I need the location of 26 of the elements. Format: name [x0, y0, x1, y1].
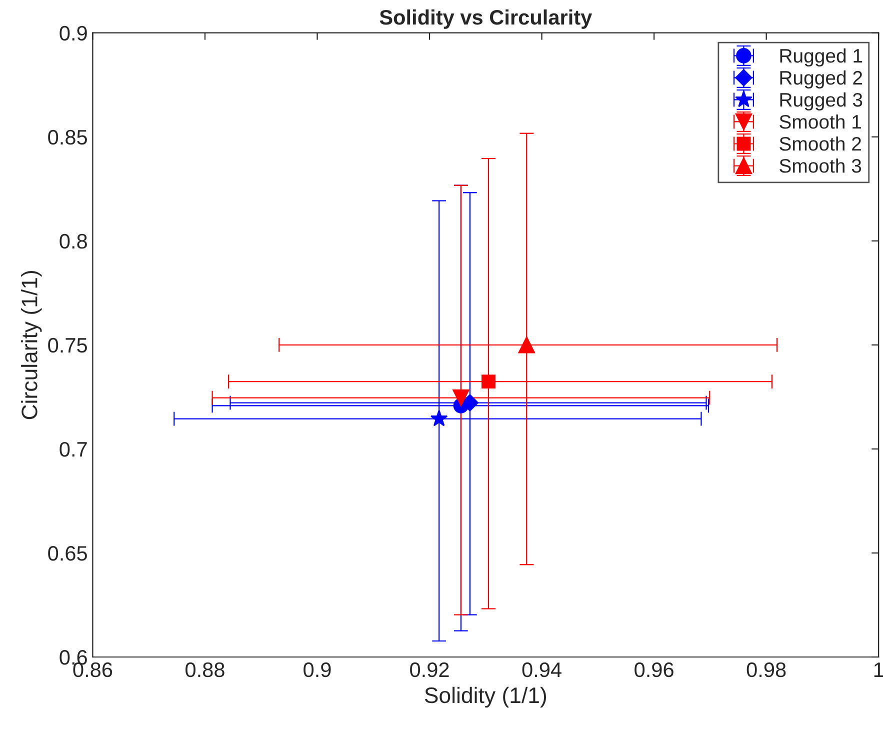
x-tick-label: 0.92	[410, 662, 449, 678]
y-tick-label: 0.75	[48, 338, 87, 353]
x-tick-label: 0.9	[304, 662, 331, 678]
legend-label: Smooth 3	[780, 158, 862, 173]
x-tick-label: 0.98	[746, 662, 786, 678]
legend-label: Rugged 2	[780, 70, 862, 89]
legend-label: Smooth 1	[780, 114, 861, 129]
y-tick-label: 0.85	[48, 130, 87, 145]
x-tick-label: 0.88	[186, 662, 224, 678]
legend-label: Rugged 3	[780, 92, 862, 111]
point	[452, 389, 470, 406]
y-axis-title: Circularity (1/1)	[21, 270, 42, 420]
y-tick-label: 0.9	[60, 26, 87, 41]
y-tick-label: 0.7	[60, 442, 87, 457]
chart-title: Solidity vs Circularity	[380, 9, 592, 29]
point	[482, 374, 496, 388]
x-tick-label: 0.96	[634, 662, 674, 678]
point	[430, 410, 448, 426]
legend-label: Smooth 2	[780, 136, 861, 151]
y-tick-label: 0.8	[60, 234, 87, 249]
x-tick-label: 1	[874, 662, 883, 677]
x-axis-title: Solidity (1/1)	[424, 686, 546, 708]
y-tick-label: 0.65	[48, 546, 87, 561]
legend-label: Rugged 1	[780, 48, 862, 67]
x-tick-label: 0.94	[522, 662, 562, 678]
point	[518, 336, 535, 354]
